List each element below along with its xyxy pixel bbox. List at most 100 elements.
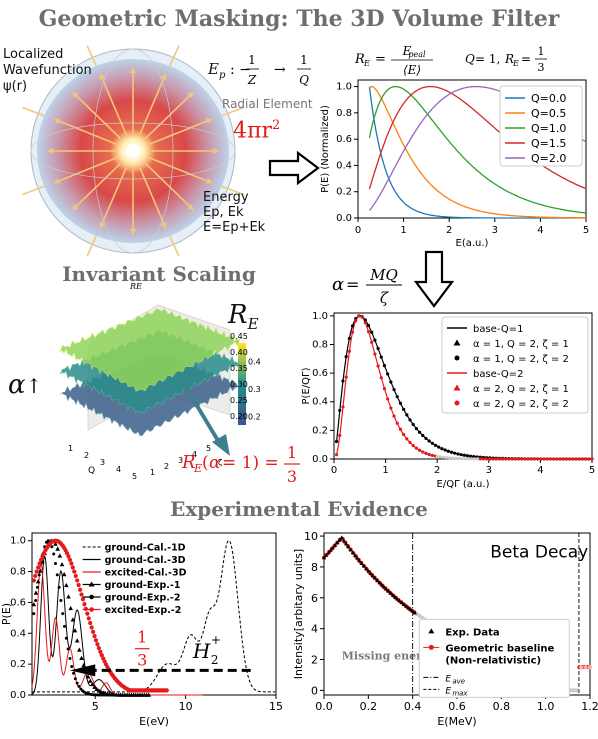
data-point <box>366 329 371 334</box>
data-point <box>404 603 409 608</box>
data-point <box>350 330 355 334</box>
svg-text:3: 3 <box>538 61 545 74</box>
shift-arrowhead <box>69 664 96 677</box>
data-point <box>33 590 39 595</box>
legend-swatch <box>454 400 460 406</box>
volume-filter-chart: 0 1 2 3 4 5 0.0 0.2 0.4 0.6 0.8 1.0 E(a.u.) P(E) (Nor… <box>320 79 589 249</box>
data-point <box>35 579 41 584</box>
y-tick-label: 1.0 <box>312 311 328 322</box>
z-tick-label: 0.45 <box>230 332 248 341</box>
svg-text:: −: : − <box>230 62 251 78</box>
y-tick-label: 0.6 <box>10 597 26 608</box>
data-point <box>81 662 86 668</box>
outer-arrow <box>169 235 180 257</box>
y-tick-label: 0.2 <box>10 659 26 670</box>
radial-arrowhead <box>187 91 194 98</box>
data-point <box>372 575 377 580</box>
data-point <box>37 573 41 577</box>
data-point <box>93 638 99 643</box>
legend-swatch <box>454 355 460 361</box>
data-point <box>68 605 73 611</box>
data-point <box>347 336 351 340</box>
legend <box>499 85 583 167</box>
series-line <box>368 85 587 214</box>
data-point <box>66 554 71 559</box>
data-point <box>92 634 97 639</box>
legend-label-sub: ave <box>452 677 465 685</box>
legend <box>441 316 589 414</box>
y-tick-label: 0.2 <box>336 187 352 198</box>
data-point <box>90 629 96 634</box>
data-point <box>72 569 77 574</box>
data-point <box>85 611 90 616</box>
wavefunction-sphere <box>21 45 245 257</box>
data-point <box>338 408 342 413</box>
data-point <box>61 571 67 577</box>
data-point <box>335 540 340 545</box>
data-point <box>395 421 399 425</box>
data-point <box>438 455 442 459</box>
data-point <box>406 605 411 610</box>
data-point <box>379 582 384 587</box>
section-title-scaling: Invariant Scaling <box>62 262 256 286</box>
y-tick-label: 0.4 <box>312 397 328 408</box>
legend-swatch <box>453 384 461 391</box>
y-tick-label: 4 <box>192 450 197 459</box>
data-point <box>520 457 524 461</box>
data-point <box>552 457 556 461</box>
data-point <box>92 684 97 689</box>
data-point <box>111 693 115 697</box>
data-point <box>344 541 349 546</box>
svg-text:1: 1 <box>287 443 297 462</box>
y-tick-label: 0.4 <box>336 160 352 171</box>
legend-swatch <box>428 628 435 634</box>
x-tick-label: 4 <box>537 225 543 236</box>
data-point <box>451 456 455 460</box>
data-point <box>513 457 517 461</box>
data-point <box>337 537 342 542</box>
x-tick-label: 0.4 <box>404 700 422 713</box>
data-point <box>485 457 489 461</box>
data-point <box>446 449 450 453</box>
data-point <box>40 554 45 559</box>
x-tick-label: 5 <box>132 472 137 481</box>
data-point <box>437 445 441 449</box>
data-point <box>77 684 81 688</box>
data-point <box>334 453 339 457</box>
alpha-equation: α = MQ ζ <box>332 266 402 307</box>
data-point <box>392 414 396 418</box>
legend-label: excited-Exp.-2 <box>105 605 182 616</box>
data-point <box>366 568 371 573</box>
x-tick-label: 0 <box>331 465 337 476</box>
data-point <box>363 321 367 325</box>
re-surface-3d: 0.20.30.4RE0.200.250.300.350.400.4512345… <box>59 282 261 481</box>
volume-factor: 4πr2 <box>233 118 281 144</box>
data-point <box>376 346 380 351</box>
x-tick-label: 3 <box>492 225 498 236</box>
y-tick-label: 2 <box>311 654 318 667</box>
y-tick-label: 0.8 <box>336 108 352 119</box>
legend <box>418 618 570 698</box>
data-point <box>32 612 36 616</box>
x-tick-label: 1 <box>400 225 406 236</box>
data-point <box>462 453 466 457</box>
data-point <box>31 578 36 583</box>
data-point <box>386 588 391 593</box>
legend-label: Exp. Data <box>445 627 499 638</box>
data-point <box>440 447 444 451</box>
svg-text:=: = <box>375 52 386 67</box>
data-point <box>449 450 454 454</box>
svg-text:3: 3 <box>287 467 297 486</box>
svg-text:= 1,: = 1, <box>475 52 500 66</box>
legend-marker <box>89 594 94 600</box>
y-tick-label: 0.8 <box>312 339 328 350</box>
x-tick-label: 5 <box>92 700 99 713</box>
x-tick-label: 2 <box>446 225 452 236</box>
data-point <box>398 427 403 431</box>
z-tick-label: 0.25 <box>230 396 248 405</box>
svg-text:MQ: MQ <box>369 266 398 284</box>
data-point <box>390 592 395 597</box>
data-point <box>481 457 486 461</box>
legend-label: α = 2, Q = 2, ζ = 1 <box>473 384 569 395</box>
radial-arrow <box>145 163 191 207</box>
